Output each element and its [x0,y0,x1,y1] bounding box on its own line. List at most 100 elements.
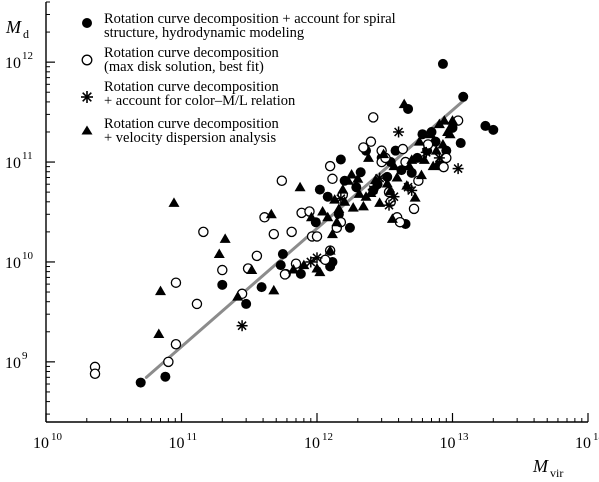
data-point-open-circle [327,173,338,185]
data-point-filled-triangle [326,228,338,239]
x-tick-label: 10 [33,435,49,452]
x-tick-label-exponent: 11 [187,431,198,443]
data-point-filled-triangle [409,192,421,202]
data-point-filled-circle [277,249,288,260]
data-point-filled-circle [396,165,407,176]
data-point-open-circle [268,228,280,240]
legend-open-circle-marker [81,54,93,66]
data-point-filled-triangle [155,285,167,296]
legend-label-line: Rotation curve decomposition + account f… [104,11,396,27]
data-point-filled-triangle [317,205,329,216]
y-tick-label-exponent: 12 [22,50,33,62]
data-point-filled-triangle [333,203,345,213]
data-point-open-circle [198,226,209,238]
data-point-filled-circle [275,260,286,271]
data-point-filled-circle [335,154,346,165]
data-point-filled-triangle [401,180,413,190]
data-point-filled-triangle [444,128,456,139]
data-point-filled-triangle [353,188,365,198]
data-point-filled-circle [160,371,171,382]
data-point-asterisk [420,146,432,158]
data-point-filled-triangle [219,233,231,243]
data-point-open-circle [279,269,291,280]
data-point-filled-triangle [246,264,258,275]
data-point-filled-triangle [415,169,427,180]
data-point-filled-triangle [305,211,317,222]
y-axis-title: M d [5,17,29,41]
data-point-filled-triangle [430,145,442,155]
data-point-open-circle [276,175,288,186]
x-axis-title-sub: vir [550,466,563,480]
data-point-filled-circle [322,191,333,202]
x-axis-title-base: M [532,456,549,476]
data-point-filled-triangle [369,174,381,185]
data-point-asterisk [452,163,464,175]
data-point-filled-triangle [391,172,403,182]
data-point-filled-circle [295,268,306,279]
data-point-filled-circle [480,120,491,131]
data-point-filled-triangle [427,160,439,171]
data-point-filled-triangle [365,187,377,197]
y-tick-label: 10 [5,55,21,72]
data-point-filled-triangle [374,197,386,207]
data-point-open-circle [163,356,174,368]
data-point-open-circle [358,142,369,153]
y-axis-title-base: M [5,17,22,37]
y-tick-label: 10 [5,355,21,372]
data-point-filled-triangle [213,248,225,259]
legend: Rotation curve decomposition + account f… [81,11,396,146]
data-point-open-circle [422,139,434,150]
legend-label-line: + velocity dispersion analysis [104,130,276,146]
data-point-filled-triangle [413,136,425,146]
legend-filled-triangle-marker [81,125,93,135]
legend-label-line: Rotation curve decomposition [104,79,280,95]
data-point-open-circle [324,160,336,172]
data-point-asterisk [305,256,317,268]
data-point-filled-triangle [268,284,280,295]
data-point-asterisk [393,126,405,138]
legend-label-line: (max disk solution, best fit) [104,59,264,75]
data-point-filled-circle [455,138,466,149]
x-tick-label: 10 [169,435,185,452]
y-tick-label-exponent: 10 [22,250,34,262]
data-point-filled-circle [241,298,252,309]
x-axis-title: M vir [532,456,563,480]
data-point-filled-triangle [331,216,343,227]
data-point-filled-triangle [388,160,400,171]
data-point-filled-triangle [287,264,299,274]
data-point-asterisk [236,320,248,332]
data-point-filled-triangle [324,245,336,255]
fit-line [144,99,465,379]
data-point-filled-triangle [378,148,390,159]
data-point-filled-circle [256,282,267,293]
legend-label-line: Rotation curve decomposition [104,116,280,132]
data-point-filled-triangle [337,184,349,194]
data-point-filled-triangle [384,185,396,196]
data-point-filled-triangle [360,191,372,201]
data-point-open-circle [438,161,449,173]
data-point-open-circle [397,143,409,155]
data-point-filled-triangle [381,177,393,188]
data-point-open-circle [191,298,203,310]
data-point-filled-triangle [357,200,369,211]
data-point-open-circle [251,250,263,262]
data-point-filled-triangle [329,194,341,204]
data-point-filled-triangle [298,259,310,270]
legend-label-line: structure, hydrodynamic modeling [104,25,304,41]
x-tick-label: 10 [440,435,456,452]
legend-filled-circle-marker [82,18,92,28]
data-point-filled-circle [406,167,417,178]
data-point-filled-triangle [347,202,359,212]
data-markers [89,58,499,388]
data-point-open-circle [217,264,228,276]
data-point-filled-circle [135,377,146,388]
axis-ticks: 10101011101210131014109101010111012 [5,1,599,452]
data-point-filled-triangle [403,160,415,171]
data-point-filled-circle [458,91,469,102]
data-point-open-circle [286,226,297,238]
data-point-asterisk [383,199,395,211]
data-point-filled-triangle [437,138,449,149]
data-point-open-circle [89,368,101,380]
x-tick-label: 10 [304,435,320,452]
